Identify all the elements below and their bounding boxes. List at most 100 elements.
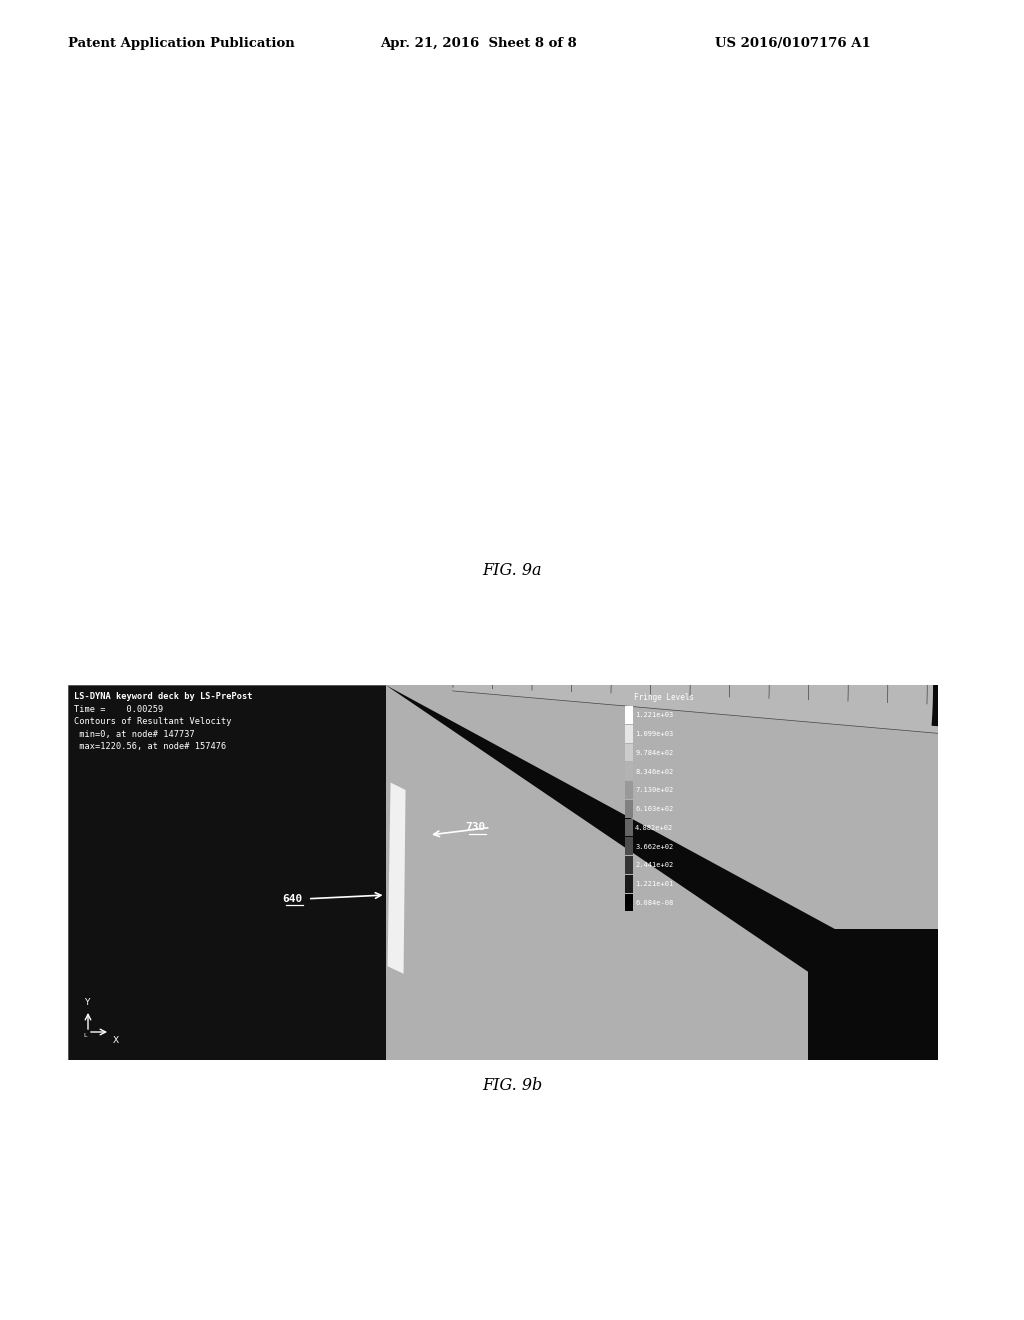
Text: 4.086e+02: 4.086e+02 — [635, 347, 674, 354]
Text: 8.346e+02: 8.346e+02 — [635, 768, 674, 775]
Polygon shape — [918, 33, 961, 87]
Text: 640: 640 — [283, 894, 303, 904]
Polygon shape — [386, 170, 938, 545]
Polygon shape — [918, 548, 961, 602]
Polygon shape — [366, 104, 967, 735]
Text: Contours of Resultant Velocity: Contours of Resultant Velocity — [74, 202, 231, 211]
Polygon shape — [929, 612, 967, 664]
Text: 1.221e+03: 1.221e+03 — [635, 713, 674, 718]
Text: Fringe Levels: Fringe Levels — [634, 693, 694, 702]
Polygon shape — [435, 106, 488, 147]
Text: L: L — [84, 517, 87, 523]
Bar — [626, 304, 633, 321]
Polygon shape — [808, 315, 864, 375]
Text: 1.226e+03: 1.226e+03 — [635, 272, 674, 279]
Text: Apr. 21, 2016  Sheet 8 of 8: Apr. 21, 2016 Sheet 8 of 8 — [380, 37, 577, 50]
Polygon shape — [929, 98, 967, 149]
Bar — [626, 228, 633, 247]
Text: 1.839e+03: 1.839e+03 — [635, 216, 674, 222]
Bar — [626, 341, 633, 359]
Polygon shape — [366, 0, 967, 220]
Polygon shape — [845, 368, 898, 428]
Text: LS-DYNA keyword deck by LS-PrePost: LS-DYNA keyword deck by LS-PrePost — [74, 692, 253, 701]
Bar — [68, 685, 938, 1060]
Text: 0.000e+00: 0.000e+00 — [635, 385, 674, 391]
Bar — [626, 855, 633, 874]
Text: Y: Y — [84, 998, 89, 1007]
Bar — [68, 170, 938, 545]
Text: Patent Application Publication: Patent Application Publication — [68, 37, 295, 50]
Text: 1.022e+03: 1.022e+03 — [635, 292, 674, 297]
Bar — [626, 800, 633, 817]
Polygon shape — [766, 267, 824, 326]
Text: Time =    0.00259: Time = 0.00259 — [74, 190, 163, 198]
Bar — [626, 191, 633, 209]
Text: min=0, at node# 147737: min=0, at node# 147737 — [74, 730, 195, 738]
Text: 1.635e+03: 1.635e+03 — [635, 235, 674, 240]
Text: X: X — [113, 521, 119, 531]
Polygon shape — [386, 685, 938, 1060]
Bar — [626, 837, 633, 855]
Text: 6.129e+02: 6.129e+02 — [635, 329, 674, 335]
Bar — [626, 360, 633, 378]
Bar — [626, 379, 633, 396]
Text: max=2043.01, at node# 124452: max=2043.01, at node# 124452 — [74, 227, 226, 236]
Bar — [626, 285, 633, 302]
Polygon shape — [613, 157, 673, 209]
Bar — [386, 170, 938, 545]
Polygon shape — [497, 116, 552, 161]
Text: 2.441e+02: 2.441e+02 — [635, 862, 674, 869]
Bar — [626, 818, 633, 837]
Polygon shape — [556, 132, 614, 182]
Text: 1.221e+01: 1.221e+01 — [635, 882, 674, 887]
Text: 4.882e+02: 4.882e+02 — [635, 825, 674, 830]
Text: 9.784e+02: 9.784e+02 — [635, 750, 674, 756]
Bar — [808, 413, 938, 545]
Bar — [626, 762, 633, 780]
Text: 720: 720 — [283, 364, 303, 374]
Polygon shape — [876, 425, 926, 483]
Polygon shape — [932, 162, 967, 214]
Bar — [626, 875, 633, 892]
Text: 3.662e+02: 3.662e+02 — [635, 843, 674, 850]
Text: max=1220.56, at node# 157476: max=1220.56, at node# 157476 — [74, 742, 226, 751]
Text: US 2016/0107176 A1: US 2016/0107176 A1 — [715, 37, 870, 50]
Text: LS-DYNA keyword deck by LS-PrePost: LS-DYNA keyword deck by LS-PrePost — [74, 177, 253, 186]
Text: 1.430e+03: 1.430e+03 — [635, 253, 674, 260]
Bar — [626, 781, 633, 799]
Polygon shape — [387, 783, 406, 974]
Text: 6.103e+02: 6.103e+02 — [635, 807, 674, 812]
Text: min=0, at node# 111206: min=0, at node# 111206 — [74, 214, 195, 223]
Text: 6.084e-08: 6.084e-08 — [635, 900, 674, 906]
Polygon shape — [932, 677, 967, 729]
Bar — [626, 743, 633, 762]
Text: Fringe Levels: Fringe Levels — [634, 178, 694, 187]
Text: FIG. 9b: FIG. 9b — [482, 1077, 542, 1094]
Polygon shape — [373, 104, 423, 139]
Polygon shape — [900, 484, 946, 543]
Polygon shape — [668, 187, 728, 243]
Bar — [626, 267, 633, 284]
Polygon shape — [900, 0, 946, 28]
Text: Time =    0.00259: Time = 0.00259 — [74, 705, 163, 714]
Text: 730: 730 — [465, 822, 485, 833]
Text: L: L — [84, 1034, 87, 1038]
Text: 1.099e+03: 1.099e+03 — [635, 731, 674, 737]
Bar — [626, 894, 633, 911]
Text: 2.043e+02: 2.043e+02 — [635, 366, 674, 372]
Bar — [626, 725, 633, 742]
Bar — [626, 210, 633, 227]
Bar — [386, 685, 938, 1060]
Bar — [808, 929, 938, 1060]
Text: X: X — [113, 1036, 119, 1045]
Text: FIG. 9a: FIG. 9a — [482, 562, 542, 579]
Text: Y: Y — [84, 483, 89, 492]
Bar — [626, 322, 633, 341]
Bar — [626, 247, 633, 265]
Bar — [626, 706, 633, 723]
Text: 2.043e+03: 2.043e+03 — [635, 198, 674, 203]
Polygon shape — [387, 268, 406, 459]
Polygon shape — [719, 224, 778, 281]
Text: 8.172e+02: 8.172e+02 — [635, 310, 674, 315]
Text: Contours of Resultant Velocity: Contours of Resultant Velocity — [74, 717, 231, 726]
